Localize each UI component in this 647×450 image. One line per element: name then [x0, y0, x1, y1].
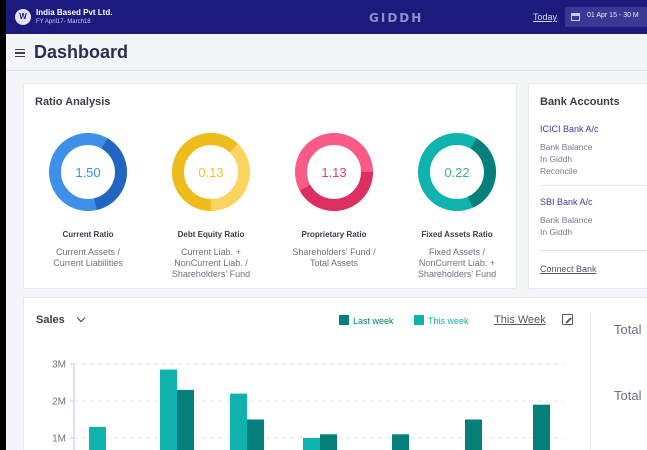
bank-accounts-title: Bank Accounts: [540, 96, 620, 108]
ratio-analysis-title: Ratio Analysis: [35, 96, 111, 108]
bank-account-icici[interactable]: ICICI Bank A/c: [540, 124, 599, 134]
ratio-formula-line: Current Liabilities: [53, 258, 123, 268]
ratio-formula: Shareholders' Fund / Total Assets: [279, 247, 389, 269]
legend-swatch-last-week: [339, 315, 349, 325]
page-title: Dashboard: [34, 42, 129, 62]
ratio-item: 0.22 Fixed Assets Ratio Fixed Assets / NonC…: [402, 132, 512, 280]
bank-detail: In Giddh: [540, 154, 573, 164]
company-avatar[interactable]: W: [15, 9, 31, 25]
top-navbar: W India Based Pvt Ltd. FY April17- March…: [6, 0, 647, 34]
donut-segment-dark: [172, 133, 250, 211]
page-header: Dashboard: [6, 34, 647, 71]
calendar-icon: [571, 13, 580, 21]
external-link-icon[interactable]: [562, 314, 573, 325]
bar-last-week[interactable]: [533, 404, 550, 450]
ratio-formula-line: Current Liab. +: [181, 247, 241, 257]
ratio-analysis-card: Ratio Analysis 1.50 Current Ratio Current …: [23, 83, 517, 289]
bank-detail: Bank Balance: [540, 215, 593, 225]
ratio-value: 0.13: [198, 165, 223, 180]
sales-card: Sales Last week This week This Week Tota…: [23, 297, 647, 450]
ratio-name: Current Ratio: [62, 230, 114, 239]
ratio-formula-line: Shareholders' Fund: [417, 269, 497, 279]
brand-logo: GIDDH: [369, 11, 424, 25]
bank-account-sbi[interactable]: SBI Bank A/c: [540, 197, 593, 207]
ratio-name: Fixed Assets Ratio: [421, 230, 493, 239]
sales-title[interactable]: Sales: [36, 314, 65, 326]
y-tick-label: 3M: [52, 360, 66, 371]
ratio-item: 1.13 Proprietary Ratio Shareholders' Fund …: [279, 132, 389, 269]
hamburger-menu-icon[interactable]: [15, 49, 25, 57]
period-selector-link[interactable]: This Week: [494, 314, 546, 326]
bar-this-week[interactable]: [303, 438, 320, 450]
ratio-formula: Current Liab. + NonCurrent Liab. / Shareho…: [156, 247, 266, 280]
bar-this-week[interactable]: [160, 369, 177, 450]
bar-last-week[interactable]: [247, 419, 264, 450]
bar-last-week[interactable]: [392, 434, 409, 450]
bank-detail: Bank Balance: [540, 142, 593, 152]
divider: [540, 185, 647, 186]
ratio-donut-chart: 0.13: [172, 133, 250, 211]
bank-accounts-card: Bank Accounts ICICI Bank A/c Bank Balanc…: [528, 83, 647, 289]
sales-bar-chart: 1M 2M 3M: [52, 360, 564, 450]
ratio-formula: Current Assets / Current Liabilities: [33, 247, 143, 269]
bar-last-week[interactable]: [465, 419, 482, 450]
ratio-donut-chart: 0.22: [418, 133, 496, 211]
legend-this-week[interactable]: This week: [414, 315, 469, 326]
y-tick-label: 2M: [52, 397, 66, 408]
bar-this-week[interactable]: [230, 393, 247, 450]
ratio-donut-chart: 1.13: [295, 133, 373, 211]
ratio-formula-line: Fixed Assets /: [428, 247, 486, 257]
company-name[interactable]: India Based Pvt Ltd.: [36, 8, 113, 17]
ratio-donut-chart: 1.50: [49, 133, 127, 211]
y-tick-label: 1M: [52, 434, 66, 445]
ratio-name: Debt Equity Ratio: [177, 230, 245, 239]
legend-swatch-this-week: [414, 315, 424, 325]
fiscal-year: FY April17- March18: [36, 19, 91, 25]
legend-last-week[interactable]: Last week: [339, 315, 394, 326]
ratio-formula-line: NonCurrent Liab. /: [174, 258, 248, 268]
divider: [590, 312, 591, 450]
ratio-value: 1.50: [75, 165, 100, 180]
ratio-value: 1.13: [321, 165, 346, 180]
legend-label: This week: [428, 316, 469, 326]
bank-detail: In Giddh: [540, 227, 573, 237]
date-range-picker[interactable]: 01 Apr 15 - 30 M: [565, 7, 647, 27]
ratio-formula-line: Shareholders' Fund /: [292, 247, 376, 257]
ratio-formula-line: Shareholders' Fund: [171, 269, 251, 279]
ratio-formula-line: Total Assets: [309, 258, 359, 268]
bar-this-week[interactable]: [89, 426, 106, 450]
ratio-item: 1.50 Current Ratio Current Assets / Current…: [33, 132, 143, 269]
divider: [540, 250, 647, 251]
date-range-text: 01 Apr 15 - 30 M: [587, 12, 639, 19]
ratio-formula-line: NonCurrent Liab. +: [418, 258, 496, 268]
reconcile-link[interactable]: Reconcile: [540, 166, 578, 176]
ratio-name: Proprietary Ratio: [301, 230, 367, 239]
app-window: W India Based Pvt Ltd. FY April17- March…: [6, 0, 647, 450]
donut-segment-dark: [295, 133, 373, 211]
bar-last-week[interactable]: [177, 389, 194, 450]
ratio-formula: Fixed Assets / NonCurrent Liab. + Sharehol…: [402, 247, 512, 280]
today-link[interactable]: Today: [533, 12, 558, 22]
ratio-item: 0.13 Debt Equity Ratio Current Liab. + NonC…: [156, 132, 266, 280]
legend-label: Last week: [353, 316, 394, 326]
connect-bank-link[interactable]: Connect Bank: [540, 264, 597, 274]
ratio-value: 0.22: [444, 165, 469, 180]
total-label: Total: [614, 322, 642, 337]
total-label: Total: [614, 388, 642, 403]
bar-last-week[interactable]: [320, 434, 337, 450]
ratio-formula-line: Current Assets /: [55, 247, 121, 257]
